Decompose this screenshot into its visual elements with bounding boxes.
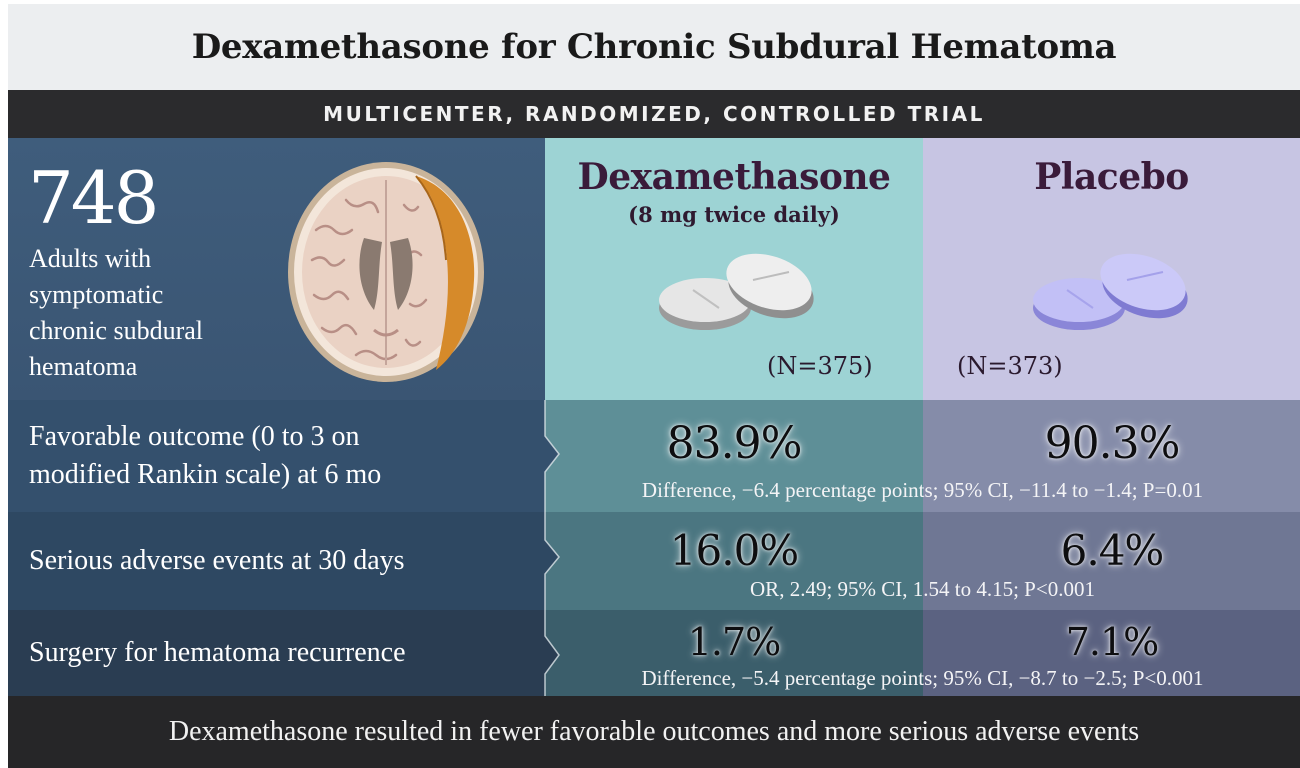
placebo-header: Placebo (N=373) xyxy=(923,138,1300,400)
dex-row-adverse xyxy=(545,512,923,610)
placebo-row-favorable xyxy=(923,400,1300,512)
purple-pills-icon xyxy=(1033,253,1188,330)
outcome-label-adverse-events: Serious adverse events at 30 days xyxy=(8,512,545,610)
outcome-label-line: Serious adverse events at 30 days xyxy=(29,545,405,576)
arm-sample-size: (N=375) xyxy=(767,352,873,380)
dex-row-favorable xyxy=(545,400,923,512)
arm-dose: (8 mg twice daily) xyxy=(628,202,840,227)
population-line: symptomatic xyxy=(29,280,164,309)
outcome-label-line: Surgery for hematoma recurrence xyxy=(29,637,406,668)
dex-surgery-value: 1.7% xyxy=(687,620,782,664)
subtitle-banner: MULTICENTER, RANDOMIZED, CONTROLLED TRIA… xyxy=(8,90,1300,138)
left-column: 748 Adults with symptomatic chronic subd… xyxy=(8,138,545,696)
conclusion-text: Dexamethasone resulted in fewer favorabl… xyxy=(168,716,1140,747)
placebo-favorable-value: 90.3% xyxy=(1044,418,1181,469)
title-banner: Dexamethasone for Chronic Subdural Hemat… xyxy=(8,4,1300,90)
population-line: chronic subdural xyxy=(29,316,204,345)
dex-favorable-value: 83.9% xyxy=(666,418,803,469)
adverse-stat: OR, 2.49; 95% CI, 1.54 to 4.15; P<0.001 xyxy=(750,577,1095,601)
outcome-label-favorable: Favorable outcome (0 to 3 on modified Ra… xyxy=(8,400,545,512)
dexamethasone-header: Dexamethasone (8 mg twice daily) (N=375) xyxy=(545,138,923,400)
favorable-stat: Difference, −6.4 percentage points; 95% … xyxy=(641,478,1204,502)
arm-sample-size: (N=373) xyxy=(957,352,1063,380)
population-count: 748 xyxy=(28,156,159,240)
dex-adverse-value: 16.0% xyxy=(669,526,799,575)
page-title: Dexamethasone for Chronic Subdural Hemat… xyxy=(191,27,1117,67)
population-description: Adults with symptomatic chronic subdural… xyxy=(29,241,269,385)
placebo-surgery-value: 7.1% xyxy=(1065,620,1160,664)
arm-name: Placebo xyxy=(1034,156,1189,198)
population-panel: 748 Adults with symptomatic chronic subd… xyxy=(8,138,545,400)
surgery-stat: Difference, −5.4 percentage points; 95% … xyxy=(641,666,1204,690)
placebo-adverse-value: 6.4% xyxy=(1060,526,1165,575)
population-line: hematoma xyxy=(29,352,138,381)
population-line: Adults with xyxy=(29,244,152,273)
dex-row-surgery xyxy=(545,610,923,696)
outcome-label-surgery: Surgery for hematoma recurrence xyxy=(8,610,545,696)
trial-type: MULTICENTER, RANDOMIZED, CONTROLLED TRIA… xyxy=(323,102,985,126)
placebo-row-adverse xyxy=(923,512,1300,610)
outcome-label-line: modified Rankin scale) at 6 mo xyxy=(29,459,382,490)
outcome-label-line: Favorable outcome (0 to 3 on xyxy=(29,421,360,452)
brain-scan-illustration xyxy=(288,162,484,382)
row-arrows xyxy=(544,400,560,696)
white-pills-icon xyxy=(659,253,814,330)
placebo-row-surgery xyxy=(923,610,1300,696)
arm-name: Dexamethasone xyxy=(577,156,891,198)
conclusion-banner: Dexamethasone resulted in fewer favorabl… xyxy=(8,696,1300,768)
